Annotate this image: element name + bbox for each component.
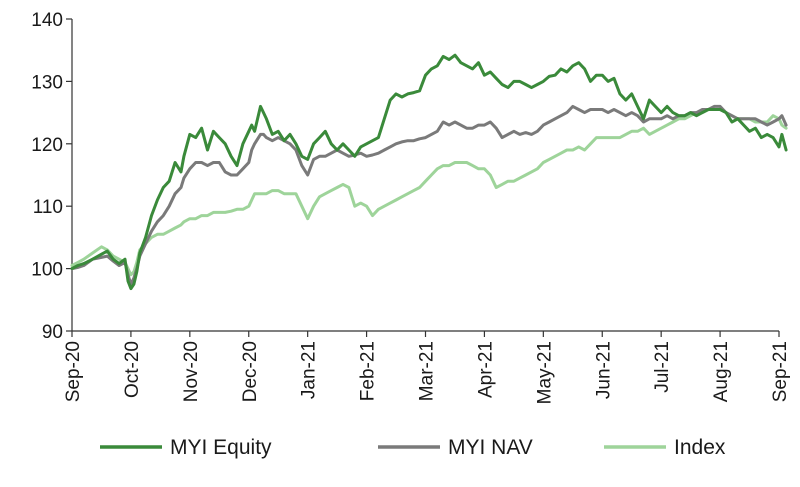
x-tick-label: Jul-21 bbox=[652, 341, 673, 393]
y-tick-label: 110 bbox=[33, 197, 63, 218]
x-tick-label: Mar-21 bbox=[417, 341, 438, 401]
series-line-myi-nav bbox=[70, 104, 788, 286]
series-lines bbox=[70, 53, 788, 291]
x-tick-label: Aug-21 bbox=[711, 341, 732, 402]
x-tick-label: May-21 bbox=[534, 341, 555, 404]
legend-label: MYI NAV bbox=[448, 436, 533, 459]
legend: MYI Equity MYI NAV Index bbox=[100, 436, 726, 459]
series-line-myi-equity bbox=[70, 53, 788, 291]
legend-label: Index bbox=[674, 436, 726, 459]
x-tick-label: Apr-21 bbox=[475, 341, 496, 398]
x-axis: Sep-20 Oct-20 Nov-20 Dec-20 Jan-21 Feb-21 Mar-… bbox=[63, 330, 791, 404]
x-tick-label: Nov-20 bbox=[181, 341, 202, 402]
y-tick-label: 140 bbox=[31, 10, 63, 31]
x-tick-label: Jan-21 bbox=[299, 341, 320, 399]
y-tick-label: 90 bbox=[42, 322, 63, 343]
y-tick-label: 120 bbox=[31, 135, 63, 156]
x-tick-label: Feb-21 bbox=[358, 341, 379, 401]
y-axis: 90 100 110 120 130 140 bbox=[31, 10, 73, 343]
x-tick-label: Dec-20 bbox=[240, 341, 261, 402]
x-tick-label: Jun-21 bbox=[593, 341, 614, 399]
x-tick-label: Sep-21 bbox=[770, 341, 791, 402]
y-tick-label: 100 bbox=[31, 260, 63, 281]
x-tick-label: Sep-20 bbox=[63, 341, 84, 402]
series-line-index bbox=[70, 108, 788, 277]
legend-label: MYI Equity bbox=[170, 436, 272, 459]
y-tick-label: 130 bbox=[31, 72, 63, 93]
x-tick-label: Oct-20 bbox=[122, 341, 143, 398]
